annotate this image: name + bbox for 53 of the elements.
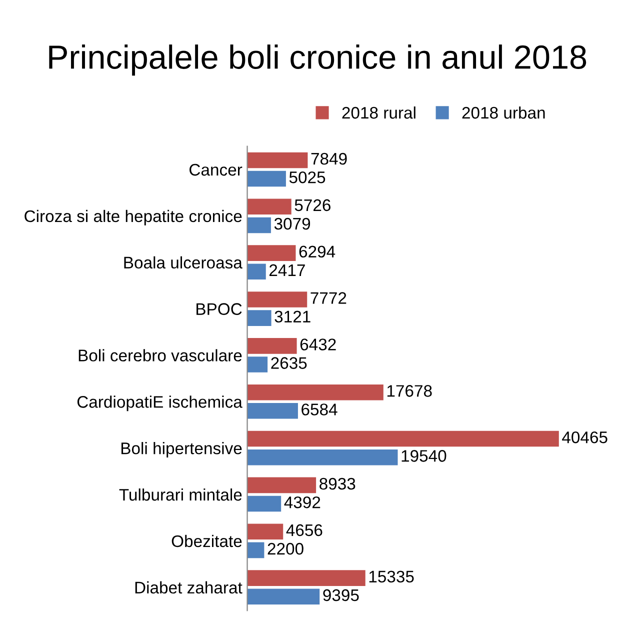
data-label: 17678 — [387, 385, 432, 397]
bar — [247, 384, 384, 400]
bar — [247, 338, 297, 354]
y-tick-label: Tulburari mintale — [119, 488, 242, 501]
bar — [247, 356, 268, 372]
bar — [247, 198, 292, 215]
bar — [247, 496, 282, 512]
y-tick-label: Diabet zaharat — [135, 581, 242, 594]
data-label: 2635 — [271, 357, 307, 369]
legend-label: 2018 urban — [462, 106, 545, 119]
data-label: 5025 — [289, 171, 326, 184]
y-tick-label: Boala ulceroasa — [124, 256, 242, 269]
data-label: 2200 — [268, 542, 304, 555]
y-tick-label: Boli hipertensive — [121, 442, 242, 458]
data-label: 3121 — [274, 310, 310, 323]
data-label: 7772 — [310, 292, 346, 304]
bar — [247, 588, 320, 605]
data-label: 40465 — [562, 431, 608, 444]
data-label: 19540 — [402, 450, 446, 462]
data-label: 7849 — [311, 152, 347, 165]
bar — [247, 542, 264, 558]
bar — [247, 310, 272, 326]
data-label: 4656 — [286, 524, 322, 536]
y-tick-label: Ciroza si alte hepatite cronice — [24, 210, 242, 226]
data-label: 15335 — [369, 570, 414, 583]
data-label: 4392 — [284, 496, 320, 508]
y-tick-label: Cancer — [190, 164, 242, 176]
bar — [247, 245, 296, 261]
bar — [247, 217, 271, 234]
y-tick-label: CardiopatiE ischemica — [77, 396, 242, 412]
chart-title: Principalele boli cronice in anul 2018 — [49, 44, 586, 76]
bar — [247, 403, 298, 419]
bar — [247, 292, 308, 308]
data-label: 2417 — [269, 264, 305, 276]
data-label: 8933 — [320, 478, 356, 490]
bar — [247, 570, 366, 586]
y-tick-label: Boli cerebro vasculare — [78, 349, 242, 362]
data-label: 3079 — [274, 218, 310, 230]
data-label: 6432 — [300, 338, 336, 350]
bar — [247, 170, 286, 187]
data-label: 5726 — [294, 199, 330, 212]
bar — [247, 264, 266, 280]
bar — [247, 152, 308, 168]
y-tick-label: Obezitate — [172, 534, 242, 548]
data-label: 6294 — [299, 246, 336, 258]
bar — [247, 477, 316, 494]
y-tick-label: BPOC — [196, 303, 242, 315]
data-label: 6584 — [302, 404, 338, 416]
bar — [247, 449, 398, 466]
legend-label: 2018 rural — [342, 106, 416, 119]
bar — [247, 430, 559, 447]
data-label: 9395 — [323, 589, 359, 602]
bar — [247, 524, 284, 540]
